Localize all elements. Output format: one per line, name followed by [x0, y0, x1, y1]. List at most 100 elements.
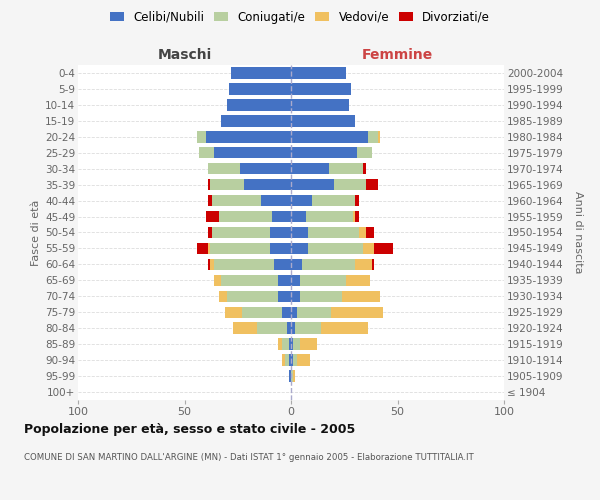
- Bar: [278, 338, 283, 350]
- Bar: [199, 147, 214, 158]
- Bar: [289, 338, 291, 350]
- Text: COMUNE DI SAN MARTINO DALL'ARGINE (MN) - Dati ISTAT 1° gennaio 2005 - Elaborazio: COMUNE DI SAN MARTINO DALL'ARGINE (MN) -…: [24, 452, 474, 462]
- Bar: [197, 242, 208, 254]
- Bar: [321, 322, 368, 334]
- Bar: [261, 195, 291, 206]
- Bar: [289, 370, 291, 382]
- Bar: [334, 179, 365, 190]
- Bar: [306, 211, 353, 222]
- Bar: [291, 163, 329, 174]
- Bar: [291, 338, 293, 350]
- Bar: [210, 242, 270, 254]
- Bar: [208, 195, 212, 206]
- Bar: [270, 242, 291, 254]
- Bar: [353, 211, 355, 222]
- Bar: [214, 258, 274, 270]
- Bar: [284, 354, 289, 366]
- Bar: [291, 179, 334, 190]
- Bar: [308, 227, 359, 238]
- Bar: [227, 99, 291, 110]
- Bar: [308, 242, 364, 254]
- Bar: [208, 227, 212, 238]
- Bar: [374, 242, 393, 254]
- Bar: [291, 227, 308, 238]
- Bar: [355, 195, 359, 206]
- Bar: [208, 242, 210, 254]
- Bar: [221, 115, 291, 126]
- Bar: [287, 322, 291, 334]
- Bar: [218, 290, 227, 302]
- Bar: [295, 322, 321, 334]
- Bar: [218, 211, 272, 222]
- Bar: [208, 179, 210, 190]
- Bar: [355, 258, 372, 270]
- Text: Popolazione per età, sesso e stato civile - 2005: Popolazione per età, sesso e stato civil…: [24, 422, 355, 436]
- Bar: [291, 370, 293, 382]
- Bar: [233, 322, 257, 334]
- Bar: [242, 306, 283, 318]
- Bar: [214, 274, 221, 286]
- Bar: [291, 195, 313, 206]
- Bar: [291, 99, 349, 110]
- Bar: [368, 131, 379, 142]
- Bar: [270, 227, 291, 238]
- Bar: [298, 354, 310, 366]
- Bar: [278, 290, 291, 302]
- Bar: [257, 322, 287, 334]
- Legend: Celibi/Nubili, Coniugati/e, Vedovi/e, Divorziati/e: Celibi/Nubili, Coniugati/e, Vedovi/e, Di…: [105, 6, 495, 28]
- Bar: [272, 211, 291, 222]
- Bar: [232, 67, 291, 78]
- Bar: [244, 179, 291, 190]
- Bar: [225, 306, 242, 318]
- Bar: [291, 290, 299, 302]
- Y-axis label: Anni di nascita: Anni di nascita: [573, 191, 583, 274]
- Bar: [291, 211, 306, 222]
- Bar: [313, 195, 355, 206]
- Bar: [206, 131, 291, 142]
- Bar: [291, 131, 368, 142]
- Bar: [206, 211, 218, 222]
- Bar: [197, 131, 206, 142]
- Bar: [291, 322, 295, 334]
- Bar: [291, 83, 350, 94]
- Bar: [293, 370, 295, 382]
- Bar: [291, 354, 293, 366]
- Bar: [359, 227, 365, 238]
- Y-axis label: Fasce di età: Fasce di età: [31, 200, 41, 266]
- Bar: [293, 338, 299, 350]
- Bar: [291, 306, 298, 318]
- Bar: [379, 131, 380, 142]
- Bar: [372, 258, 374, 270]
- Bar: [342, 290, 380, 302]
- Bar: [291, 147, 357, 158]
- Bar: [365, 179, 379, 190]
- Bar: [365, 227, 374, 238]
- Bar: [214, 147, 291, 158]
- Bar: [283, 354, 284, 366]
- Bar: [210, 258, 214, 270]
- Bar: [283, 306, 291, 318]
- Bar: [331, 306, 383, 318]
- Bar: [302, 258, 355, 270]
- Bar: [212, 195, 261, 206]
- Bar: [291, 274, 299, 286]
- Bar: [357, 147, 372, 158]
- Bar: [227, 290, 278, 302]
- Bar: [293, 354, 298, 366]
- Bar: [212, 227, 270, 238]
- Bar: [229, 83, 291, 94]
- Bar: [298, 306, 331, 318]
- Bar: [346, 274, 370, 286]
- Bar: [283, 338, 289, 350]
- Bar: [274, 258, 291, 270]
- Bar: [364, 242, 374, 254]
- Bar: [355, 211, 359, 222]
- Bar: [210, 179, 244, 190]
- Bar: [221, 274, 278, 286]
- Text: Maschi: Maschi: [157, 48, 212, 62]
- Bar: [299, 274, 346, 286]
- Bar: [329, 163, 364, 174]
- Bar: [291, 242, 308, 254]
- Bar: [278, 274, 291, 286]
- Bar: [208, 163, 240, 174]
